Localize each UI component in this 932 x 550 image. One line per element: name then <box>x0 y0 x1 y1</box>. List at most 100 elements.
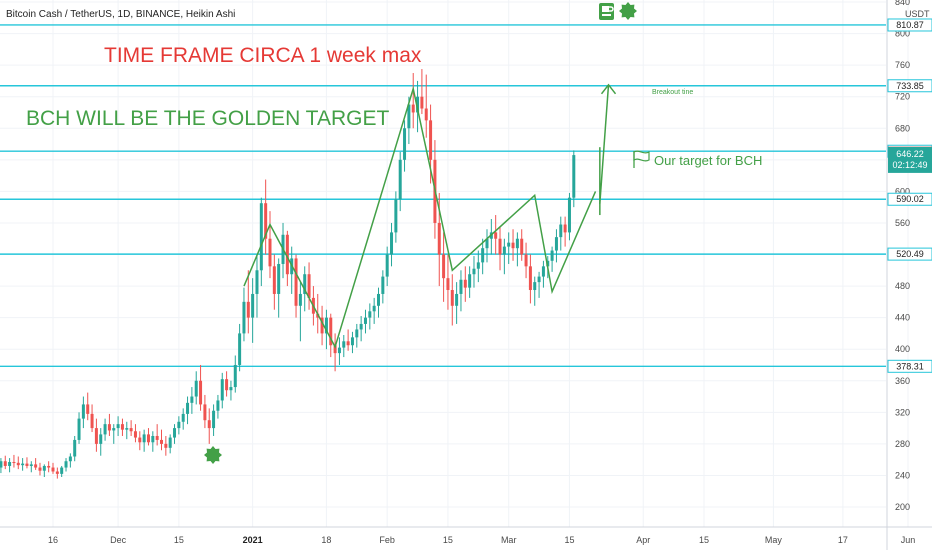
candle-body <box>450 290 454 306</box>
candle-body <box>8 462 12 466</box>
currency-label: USDT <box>905 9 930 19</box>
flag-icon <box>633 150 650 168</box>
candle-body <box>181 413 185 422</box>
candle-body <box>155 435 159 440</box>
candle-body <box>207 420 211 429</box>
price-tick-label: 720 <box>895 92 910 102</box>
candle-body <box>120 424 124 430</box>
candle-body <box>294 258 298 306</box>
candle-body <box>572 155 576 198</box>
candle-body <box>368 311 372 318</box>
candle-body <box>255 270 259 294</box>
candle-body <box>73 439 77 457</box>
candle-body <box>0 461 3 468</box>
candle-body <box>524 254 528 267</box>
candle-body <box>385 254 389 277</box>
candle-body <box>216 400 220 411</box>
candle-body <box>125 428 129 430</box>
candle-body <box>164 443 168 448</box>
current-price-label: 646.22 <box>896 149 924 159</box>
candle-body <box>502 246 506 255</box>
time-tick-label: Mar <box>501 535 517 545</box>
candle-body <box>554 237 558 251</box>
candle-body <box>350 337 354 346</box>
candle-body <box>390 232 394 255</box>
price-tick-label: 320 <box>895 407 910 417</box>
candle-body <box>567 197 571 233</box>
candle-body <box>494 232 498 239</box>
candle-body <box>515 238 519 249</box>
candle-body <box>424 108 428 121</box>
badge-icon <box>204 446 222 464</box>
candle-body <box>324 317 328 334</box>
time-tick-label: 2021 <box>243 535 263 545</box>
candle-body <box>416 96 420 113</box>
candle-body <box>541 266 545 277</box>
candle-body <box>60 467 64 474</box>
candle-body <box>190 396 194 403</box>
candle-body <box>142 434 146 443</box>
level-badge-label: 590.02 <box>896 194 924 204</box>
candle-body <box>420 96 424 109</box>
candle-body <box>229 387 233 391</box>
candle-body <box>34 464 38 468</box>
candle-body <box>47 465 51 468</box>
candle-body <box>16 462 20 466</box>
time-axis: 16Dec15202118Feb15Mar15Apr15May17Jun15 <box>48 535 916 545</box>
candle-body <box>94 428 98 444</box>
candle-body <box>246 301 250 318</box>
time-tick-label: May <box>765 535 783 545</box>
candle-body <box>259 203 263 271</box>
level-badge-label: 520.49 <box>896 249 924 259</box>
level-badge <box>887 192 932 206</box>
candle-body <box>25 463 29 466</box>
arrow-head <box>600 83 617 95</box>
candle-body <box>459 279 463 294</box>
time-tick-label: Apr <box>636 535 650 545</box>
candle-body <box>372 305 376 312</box>
candle-body <box>533 282 537 291</box>
candle-body <box>359 323 363 330</box>
candle-body <box>520 238 524 255</box>
price-tick-label: 680 <box>895 123 910 133</box>
candle-body <box>220 379 224 401</box>
candle-body <box>463 279 467 288</box>
candle-body <box>268 238 272 267</box>
candle-body <box>511 242 515 249</box>
candle-body <box>168 437 172 448</box>
candle-body <box>21 463 25 466</box>
price-tick-label: 560 <box>895 218 910 228</box>
candle-body <box>177 421 181 429</box>
breakout-arrow <box>599 84 610 205</box>
candle-body <box>528 266 532 291</box>
time-tick-label: Feb <box>379 535 395 545</box>
level-badge-label: 378.31 <box>896 361 924 371</box>
candle-body <box>146 434 150 443</box>
candle-body <box>394 199 398 233</box>
candle-body <box>112 428 116 431</box>
level-badge-label: 810.87 <box>896 20 924 30</box>
candle-body <box>407 104 411 129</box>
candle-body <box>64 461 68 468</box>
candle-body <box>329 317 333 346</box>
candle-body <box>3 461 7 466</box>
time-tick-label: 15 <box>699 535 709 545</box>
horizontal-levels <box>0 24 886 368</box>
candle-body <box>12 462 16 464</box>
candle-body <box>476 262 480 269</box>
annotation-breakout: Breakout tine <box>652 89 693 96</box>
candle-body <box>103 424 107 435</box>
candle-body <box>42 465 46 471</box>
candle-body <box>107 424 111 431</box>
time-tick-label: Jun <box>901 535 916 545</box>
price-badges: 810.87733.85650.87590.02520.49378.31649.… <box>887 18 932 373</box>
candle-body <box>507 242 511 247</box>
candle-body <box>298 293 302 306</box>
level-badge <box>887 18 932 32</box>
candle-body <box>233 364 237 388</box>
candle-body <box>251 293 255 318</box>
annotation-our-target: Our target for BCH <box>654 153 762 168</box>
price-tick-label: 240 <box>895 470 910 480</box>
